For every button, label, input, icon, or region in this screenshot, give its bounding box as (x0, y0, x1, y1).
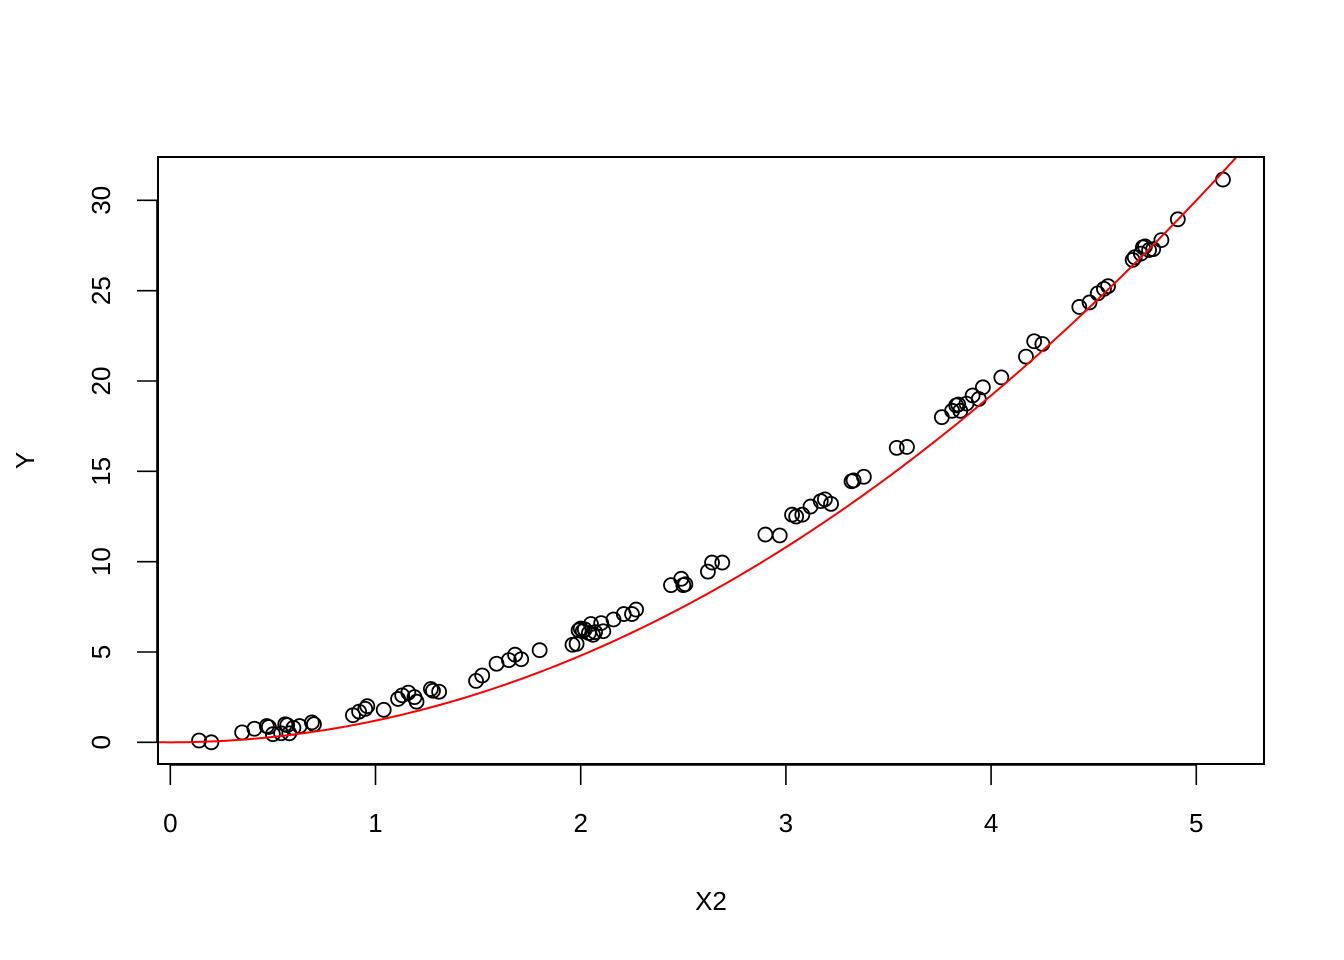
data-point (1018, 348, 1034, 365)
x-tick-label: 1 (368, 808, 382, 838)
data-point (677, 576, 694, 593)
data-point (1071, 299, 1088, 315)
data-point (1153, 232, 1170, 249)
data-point (993, 369, 1010, 386)
data-point (888, 439, 905, 456)
y-tick-label: 20 (86, 367, 116, 396)
data-point (1026, 333, 1043, 350)
data-point (408, 693, 425, 710)
data-point (899, 439, 915, 455)
data-point (974, 379, 991, 396)
y-tick-label: 5 (86, 645, 116, 659)
data-point (303, 714, 320, 731)
x-tick-label: 3 (779, 808, 793, 838)
data-point (794, 506, 811, 523)
data-point (583, 616, 599, 632)
data-point (595, 623, 612, 640)
data-point (1100, 278, 1116, 295)
data-point (1145, 241, 1162, 258)
data-point (375, 701, 392, 718)
y-tick-label: 25 (86, 276, 116, 305)
data-point (423, 681, 439, 697)
y-tick-label: 15 (86, 457, 116, 486)
data-point (700, 563, 716, 580)
fit-curve (157, 156, 1238, 744)
data-point (531, 642, 548, 659)
y-tick-label: 0 (86, 735, 116, 749)
data-points (191, 171, 1231, 751)
x-tick-label: 2 (573, 808, 587, 838)
data-point (771, 527, 788, 544)
data-point (513, 651, 530, 668)
x-tick-label: 5 (1189, 808, 1203, 838)
data-point (359, 698, 376, 715)
data-point (265, 726, 281, 743)
data-point (714, 554, 731, 571)
data-point (950, 396, 967, 413)
data-point (585, 626, 601, 643)
data-point (1169, 211, 1186, 228)
data-point (788, 508, 805, 525)
y-tick-label: 10 (86, 547, 116, 576)
y-axis-label: Y (10, 452, 40, 469)
data-point (628, 601, 645, 618)
data-point (431, 683, 448, 700)
data-point (624, 606, 640, 622)
data-point (823, 495, 839, 512)
data-point (1081, 294, 1098, 311)
x-tick-label: 0 (163, 808, 177, 838)
data-point (845, 472, 862, 489)
data-point (1096, 280, 1112, 297)
y-tick-label: 30 (86, 186, 116, 215)
data-point (425, 682, 441, 699)
data-point (704, 554, 720, 571)
plot-frame (157, 156, 1265, 765)
x-axis: 0 1 2 3 4 5 (163, 764, 1204, 838)
data-point (357, 701, 374, 717)
data-point (855, 468, 872, 485)
data-point (474, 667, 491, 684)
y-axis: 0 5 10 15 20 25 30 (86, 186, 158, 750)
data-point (191, 732, 207, 749)
x-tick-label: 4 (984, 808, 998, 838)
x-axis-label: X2 (695, 886, 727, 916)
